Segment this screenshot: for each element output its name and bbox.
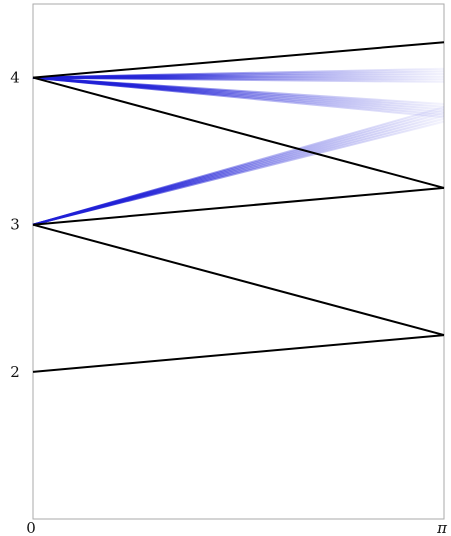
black-line-3 [32,223,445,337]
plot-frame [32,3,445,520]
y-tick-label: 2 [10,363,20,381]
black-line-2 [32,186,445,226]
x-tick-label: 0 [26,519,36,536]
x-tick-label: π [436,519,448,536]
blue-band-1-fill [33,77,444,118]
blue-band-2-fill [33,107,444,225]
y-tick-label: 3 [10,216,20,234]
black-lines [32,41,445,373]
black-line-1 [32,76,445,189]
black-line-4 [32,334,445,373]
blue-band-0-fill [33,68,444,82]
axis-ticks: 2 3 4 0 π [10,69,448,536]
y-tick-label: 4 [10,69,20,87]
black-line-0 [32,41,445,79]
blue-bands [32,67,445,226]
